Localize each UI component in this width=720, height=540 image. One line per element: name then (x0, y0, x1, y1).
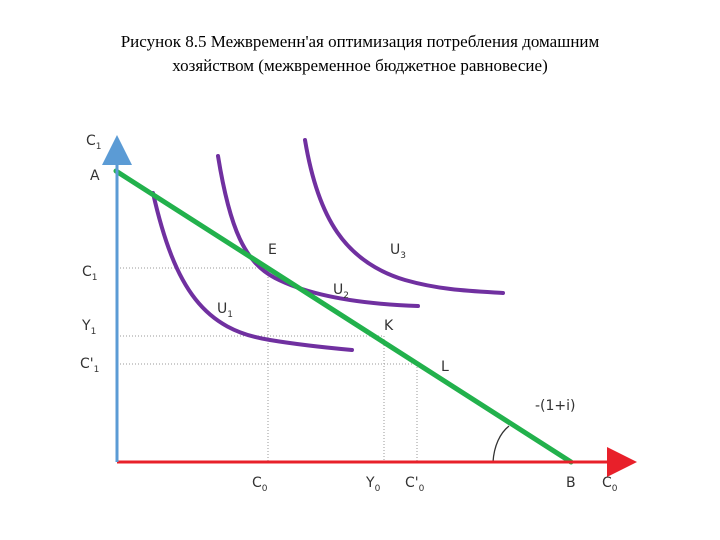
point-label-e: E (268, 242, 277, 258)
slope-angle-arc (492, 425, 510, 463)
x-tick-c0: C0 (252, 475, 268, 494)
budget-line (113, 168, 574, 465)
figure-caption: Рисунок 8.5 Межвременн'ая оптимизация по… (0, 30, 720, 78)
curve-label-u3: U3 (390, 242, 406, 261)
guide-lines (117, 267, 418, 462)
caption-line-2: хозяйством (межвременное бюджетное равно… (172, 56, 548, 75)
curve-label-u2: U2 (333, 282, 349, 301)
x-tick-c0-prime: C'0 (405, 475, 425, 494)
caption-line-1: Рисунок 8.5 Межвременн'ая оптимизация по… (120, 32, 600, 51)
point-label-l: L (441, 359, 449, 375)
y-tick-a: A (90, 168, 100, 184)
x-tick-y0: Y0 (365, 475, 381, 494)
x-axis-label: C0 (602, 475, 618, 494)
y-tick-y1: Y1 (81, 318, 96, 337)
slope-label: -(1+i) (535, 398, 576, 414)
indifference-curve-u1 (151, 191, 354, 352)
indifference-curve-u3 (303, 138, 505, 295)
y-tick-c1: C1 (82, 264, 98, 283)
curve-label-u1: U1 (217, 301, 233, 320)
y-axis-label: C1 (86, 133, 102, 152)
indifference-curve-u2 (216, 154, 420, 308)
y-tick-c1-prime: C'1 (80, 356, 99, 375)
indifference-curves (151, 138, 505, 352)
x-tick-b: B (566, 475, 576, 491)
point-label-k: K (384, 318, 394, 334)
